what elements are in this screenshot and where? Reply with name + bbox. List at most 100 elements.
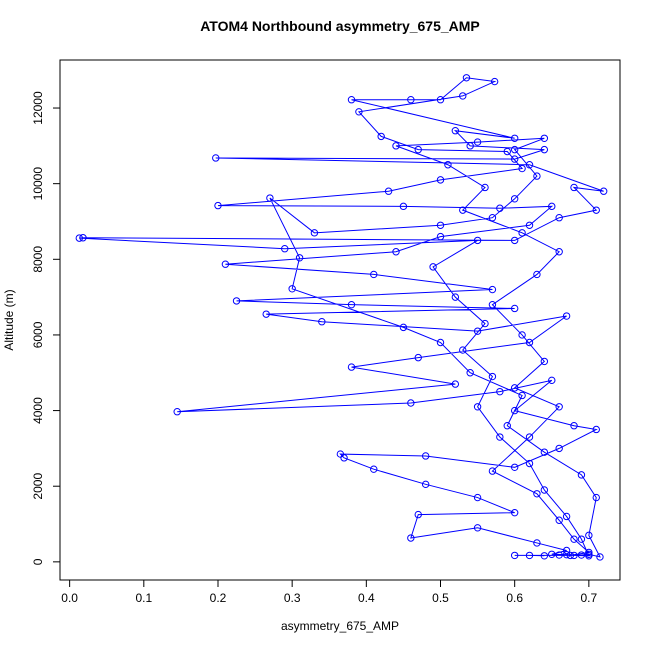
data-point	[466, 369, 474, 377]
data-point	[592, 206, 600, 214]
data-point	[533, 490, 541, 498]
y-axis-label: Altitude (m)	[2, 289, 16, 350]
data-point	[525, 551, 534, 560]
x-axis-label: asymmetry_675_AMP	[281, 619, 399, 633]
data-point	[540, 486, 549, 494]
data-point	[555, 516, 563, 524]
data-point	[577, 551, 586, 559]
data-point	[347, 363, 356, 371]
data-point	[444, 161, 452, 169]
data-point	[173, 408, 181, 416]
data-point	[566, 551, 575, 560]
data-point	[525, 433, 534, 441]
data-point	[525, 161, 534, 169]
data-point	[540, 448, 549, 456]
data-point	[473, 524, 482, 532]
data-point	[436, 232, 445, 241]
data-point	[466, 142, 474, 150]
data-point	[414, 353, 422, 362]
data-point	[562, 512, 571, 521]
data-point	[548, 550, 556, 558]
data-point	[451, 127, 460, 135]
data-point	[488, 285, 497, 294]
data-point	[232, 297, 241, 305]
data-point	[281, 245, 289, 253]
data-point	[592, 493, 600, 502]
data-point	[459, 92, 467, 100]
data-point	[392, 248, 400, 256]
x-tick-label: 0.1	[135, 591, 152, 605]
data-point	[421, 452, 430, 460]
data-point	[518, 391, 526, 400]
y-tick-label: 0	[31, 558, 45, 565]
data-point	[510, 195, 519, 203]
data-point	[318, 318, 326, 326]
series-line	[79, 77, 604, 558]
data-point	[340, 454, 348, 462]
data-point	[555, 403, 563, 411]
data-point	[533, 172, 541, 180]
data-point	[384, 187, 393, 195]
data-point	[488, 214, 497, 222]
data-point	[370, 465, 378, 473]
data-point	[407, 399, 415, 407]
data-point	[570, 183, 578, 192]
data-point	[555, 551, 563, 559]
data-point	[525, 338, 534, 347]
data-point	[481, 319, 489, 328]
data-point	[79, 234, 87, 242]
data-point	[496, 204, 504, 212]
data-point	[399, 202, 408, 211]
data-point	[510, 463, 519, 472]
data-point	[518, 229, 526, 237]
data-point	[377, 132, 385, 141]
data-point	[407, 534, 415, 542]
data-point	[503, 422, 511, 430]
data-point	[490, 77, 499, 86]
data-point	[555, 214, 563, 222]
data-point	[592, 425, 600, 434]
data-point	[518, 164, 526, 173]
data-point	[570, 422, 578, 430]
data-point	[221, 260, 230, 268]
data-point	[488, 300, 497, 309]
data-point	[503, 147, 511, 156]
data-point	[288, 285, 296, 293]
data-point	[510, 508, 519, 517]
y-tick-label: 4000	[31, 397, 45, 424]
data-point	[414, 510, 422, 519]
data-point	[540, 145, 549, 154]
data-point	[570, 551, 578, 560]
plot-frame	[59, 59, 621, 581]
data-point	[459, 206, 467, 214]
data-point	[570, 535, 578, 543]
data-point	[585, 548, 593, 557]
data-point	[510, 406, 519, 415]
data-point	[540, 134, 549, 142]
data-point	[212, 154, 220, 162]
x-tick-label: 0.4	[358, 591, 375, 605]
data-point	[436, 176, 445, 184]
data-point	[473, 138, 482, 146]
x-tick-label: 0.2	[210, 591, 227, 605]
data-point	[488, 467, 497, 475]
data-point	[496, 387, 504, 396]
data-point	[518, 331, 526, 339]
data-point	[481, 183, 489, 192]
x-tick-label: 0.0	[61, 591, 78, 605]
x-tick-label: 0.6	[506, 591, 523, 605]
data-point	[407, 96, 415, 104]
data-point	[562, 546, 571, 555]
data-point	[540, 357, 549, 366]
data-point	[496, 433, 504, 441]
data-point	[473, 493, 482, 502]
y-tick-label: 10000	[31, 167, 45, 201]
y-tick-label: 6000	[31, 321, 45, 348]
data-point	[510, 384, 519, 392]
data-point	[510, 551, 519, 560]
data-point	[399, 323, 408, 332]
data-point	[510, 145, 519, 154]
data-point	[462, 74, 471, 82]
data-point	[525, 459, 534, 468]
